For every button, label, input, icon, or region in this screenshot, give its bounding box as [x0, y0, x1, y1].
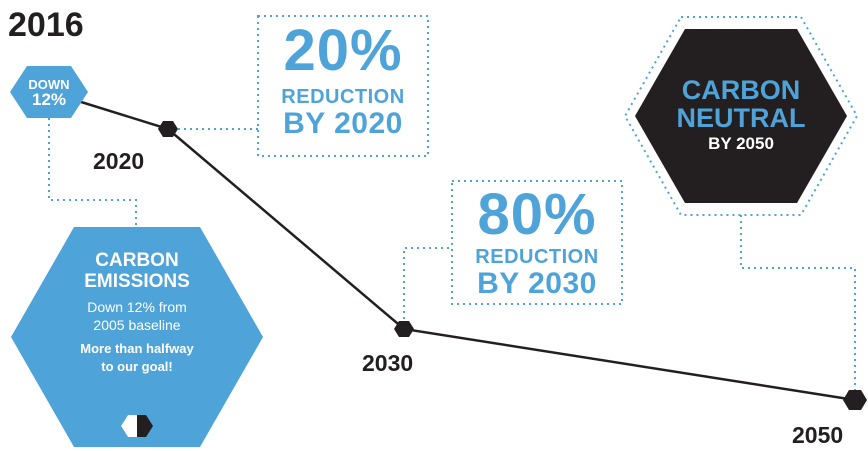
milestone-2030-label: 2030	[362, 350, 414, 376]
start-badge-line2: 12%	[31, 90, 67, 109]
year-2016-label: 2016	[8, 6, 84, 44]
neutral-hex-frame	[623, 16, 859, 216]
target-2030-line2: BY 2030	[477, 267, 597, 300]
neutral-hexagon	[635, 29, 847, 203]
half-progress-icon	[121, 415, 153, 437]
emissions-note-1: More than halfway	[80, 341, 194, 356]
emissions-card-hex	[11, 227, 263, 447]
target-2050-line2: NEUTRAL	[676, 103, 806, 133]
timeline-line	[48, 90, 856, 402]
emissions-desc-2: 2005 baseline	[93, 317, 181, 333]
node-2030	[394, 321, 414, 337]
node-2050	[843, 390, 867, 410]
target-2030-line1: REDUCTION	[475, 246, 599, 268]
start-badge-line1: DOWN	[28, 77, 70, 92]
target-2020-line1: REDUCTION	[281, 86, 405, 108]
emissions-card: CARBON EMISSIONS Down 12% from 2005 base…	[37, 250, 237, 376]
emissions-title-1: CARBON	[95, 250, 179, 271]
emissions-note-2: to our goal!	[101, 359, 173, 374]
target-2050-line3: BY 2050	[708, 134, 774, 153]
target-2050-line1: CARBON	[681, 75, 801, 105]
emissions-desc-1: Down 12% from	[87, 299, 187, 315]
target-2050: CARBON NEUTRAL BY 2050	[660, 76, 822, 156]
target-2020-frame	[257, 15, 429, 157]
target-2030-percent: 80%	[477, 182, 597, 247]
target-2020-percent: 20%	[283, 18, 403, 83]
connector-2030-target	[403, 247, 452, 325]
target-2030: 80% REDUCTION BY 2030	[452, 186, 622, 300]
milestone-2050-label: 2050	[792, 422, 844, 448]
node-2020	[158, 121, 178, 137]
start-badge-hex	[10, 66, 88, 118]
connector-neutral-2050	[740, 215, 856, 390]
emissions-title-2: EMISSIONS	[84, 271, 190, 292]
target-2020: 20% REDUCTION BY 2020	[258, 22, 428, 140]
target-2020-line2: BY 2020	[283, 107, 403, 140]
target-2030-frame	[451, 180, 623, 305]
milestone-2020-label: 2020	[93, 148, 145, 174]
start-badge-text: DOWN 12%	[14, 77, 84, 109]
